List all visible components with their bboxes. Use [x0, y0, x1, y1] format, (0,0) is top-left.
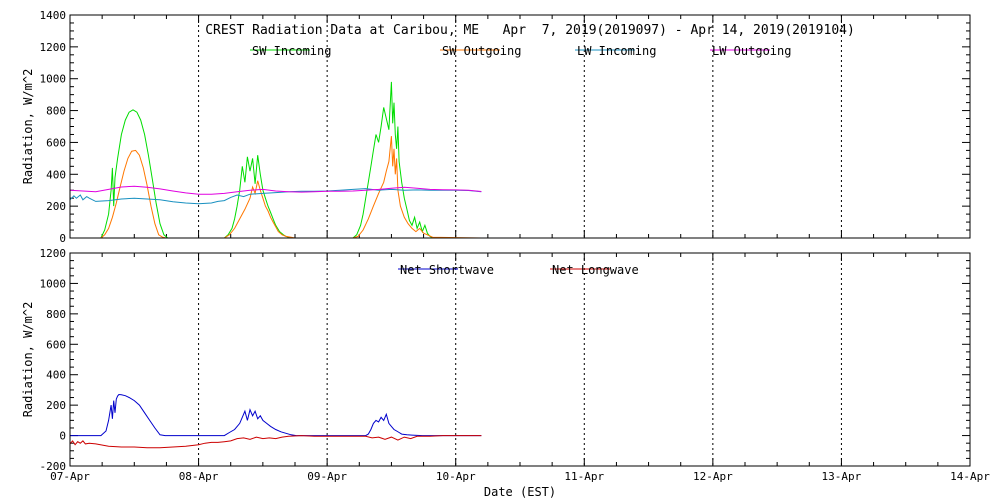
- series-line-sw-outgoing: [100, 136, 482, 238]
- y-tick-label: 1000: [40, 277, 67, 290]
- y-tick-label: 1200: [40, 247, 67, 260]
- y-axis-label: Radiation, W/m^2: [21, 302, 35, 418]
- y-tick-label: 1000: [40, 73, 67, 86]
- x-tick-label: 10-Apr: [436, 470, 476, 483]
- legend-label-net-longwave: Net Longwave: [552, 263, 639, 277]
- y-tick-label: 800: [46, 105, 66, 118]
- y-tick-label: -200: [40, 460, 67, 473]
- x-tick-label: 14-Apr: [950, 470, 990, 483]
- x-tick-label: 09-Apr: [307, 470, 347, 483]
- bottom-panel: -200 0 200 400 600 800 1000 1200 07-Apr 08-Apr 09-…: [21, 247, 990, 499]
- y-tick-label: 1400: [40, 9, 67, 22]
- x-tick-label: 11-Apr: [564, 470, 604, 483]
- y-tick-label: 1200: [40, 41, 67, 54]
- y-tick-label: 600: [46, 338, 66, 351]
- y-tick-label: 0: [59, 232, 66, 245]
- legend-label-sw-outgoing: SW Outgoing: [442, 44, 521, 58]
- legend-label-sw-incoming: SW Incoming: [252, 44, 331, 58]
- series-line-net-shortwave: [70, 393, 482, 437]
- y-tick-label: 200: [46, 399, 66, 412]
- series-line-lw-outgoing: [70, 185, 482, 195]
- series-line-sw-incoming: [100, 81, 482, 238]
- series-line-net-longwave: [70, 435, 482, 449]
- y-tick-label: 0: [59, 430, 66, 443]
- y-axis-label: Radiation, W/m^2: [21, 69, 35, 185]
- legend-label-lw-outgoing: LW Outgoing: [712, 44, 791, 58]
- x-axis-label: Date (EST): [484, 485, 556, 499]
- x-tick-label: 08-Apr: [179, 470, 219, 483]
- x-tick-label: 12-Apr: [693, 470, 733, 483]
- y-tick-label: 600: [46, 136, 66, 149]
- legend-label-net-shortwave: Net Shortwave: [400, 263, 494, 277]
- y-tick-label: 400: [46, 168, 66, 181]
- y-tick-label: 200: [46, 200, 66, 213]
- top-panel: 0 200 400 600 800 1000 1200 1400 Radiation, W/m^…: [21, 9, 971, 245]
- x-tick-label: 07-Apr: [50, 470, 90, 483]
- chart-title: CREST Radiation Data at Caribou, ME Apr …: [205, 23, 855, 38]
- x-tick-label: 13-Apr: [822, 470, 862, 483]
- legend-label-lw-incoming: LW Incoming: [577, 44, 656, 58]
- series-line-lw-incoming: [70, 188, 482, 205]
- plot-frame: [69, 14, 971, 239]
- plot-frame: [69, 252, 971, 467]
- y-tick-label: 400: [46, 369, 66, 382]
- y-tick-label: 800: [46, 308, 66, 321]
